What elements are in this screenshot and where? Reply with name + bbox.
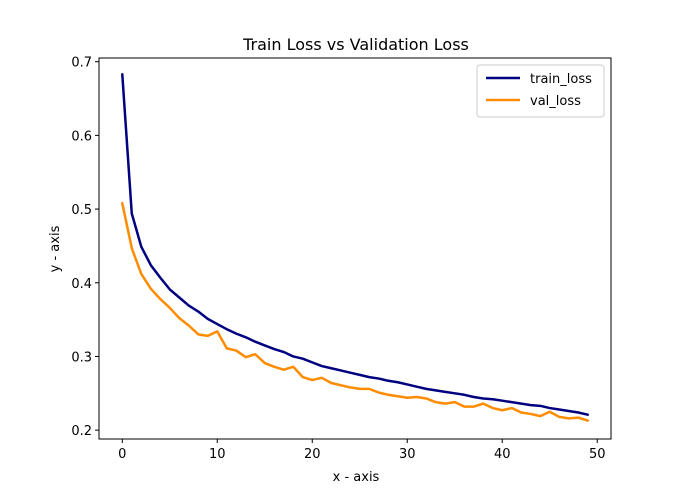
plot-frame [98,57,612,440]
series-line-val-loss [121,201,589,422]
y-tick-label: 0.3 [71,350,92,365]
x-tick-label: 40 [494,447,511,462]
series-layer [121,72,589,422]
y-axis-ticks: 0.2 0.3 0.4 0.5 0.6 0.7 [71,56,99,439]
y-tick-label: 0.2 [71,424,92,439]
x-tick-label: 30 [399,447,416,462]
legend-label-val-loss: val_loss [530,94,581,109]
y-tick-label: 0.6 [71,129,92,144]
y-tick-label: 0.4 [71,277,92,292]
x-axis-ticks: 0 10 20 30 40 50 [118,439,605,462]
series-line-train-loss [121,72,589,416]
x-tick-label: 50 [589,447,606,462]
y-axis-label: y - axis [48,225,63,272]
x-tick-label: 0 [118,447,126,462]
x-tick-label: 10 [209,447,226,462]
legend: train_loss val_loss [476,64,605,118]
legend-label-train-loss: train_loss [530,72,592,87]
x-axis-label: x - axis [333,470,380,485]
y-tick-label: 0.7 [71,56,92,71]
chart-title: Train Loss vs Validation Loss [242,35,469,54]
x-tick-label: 20 [304,447,321,462]
y-tick-label: 0.5 [71,203,92,218]
